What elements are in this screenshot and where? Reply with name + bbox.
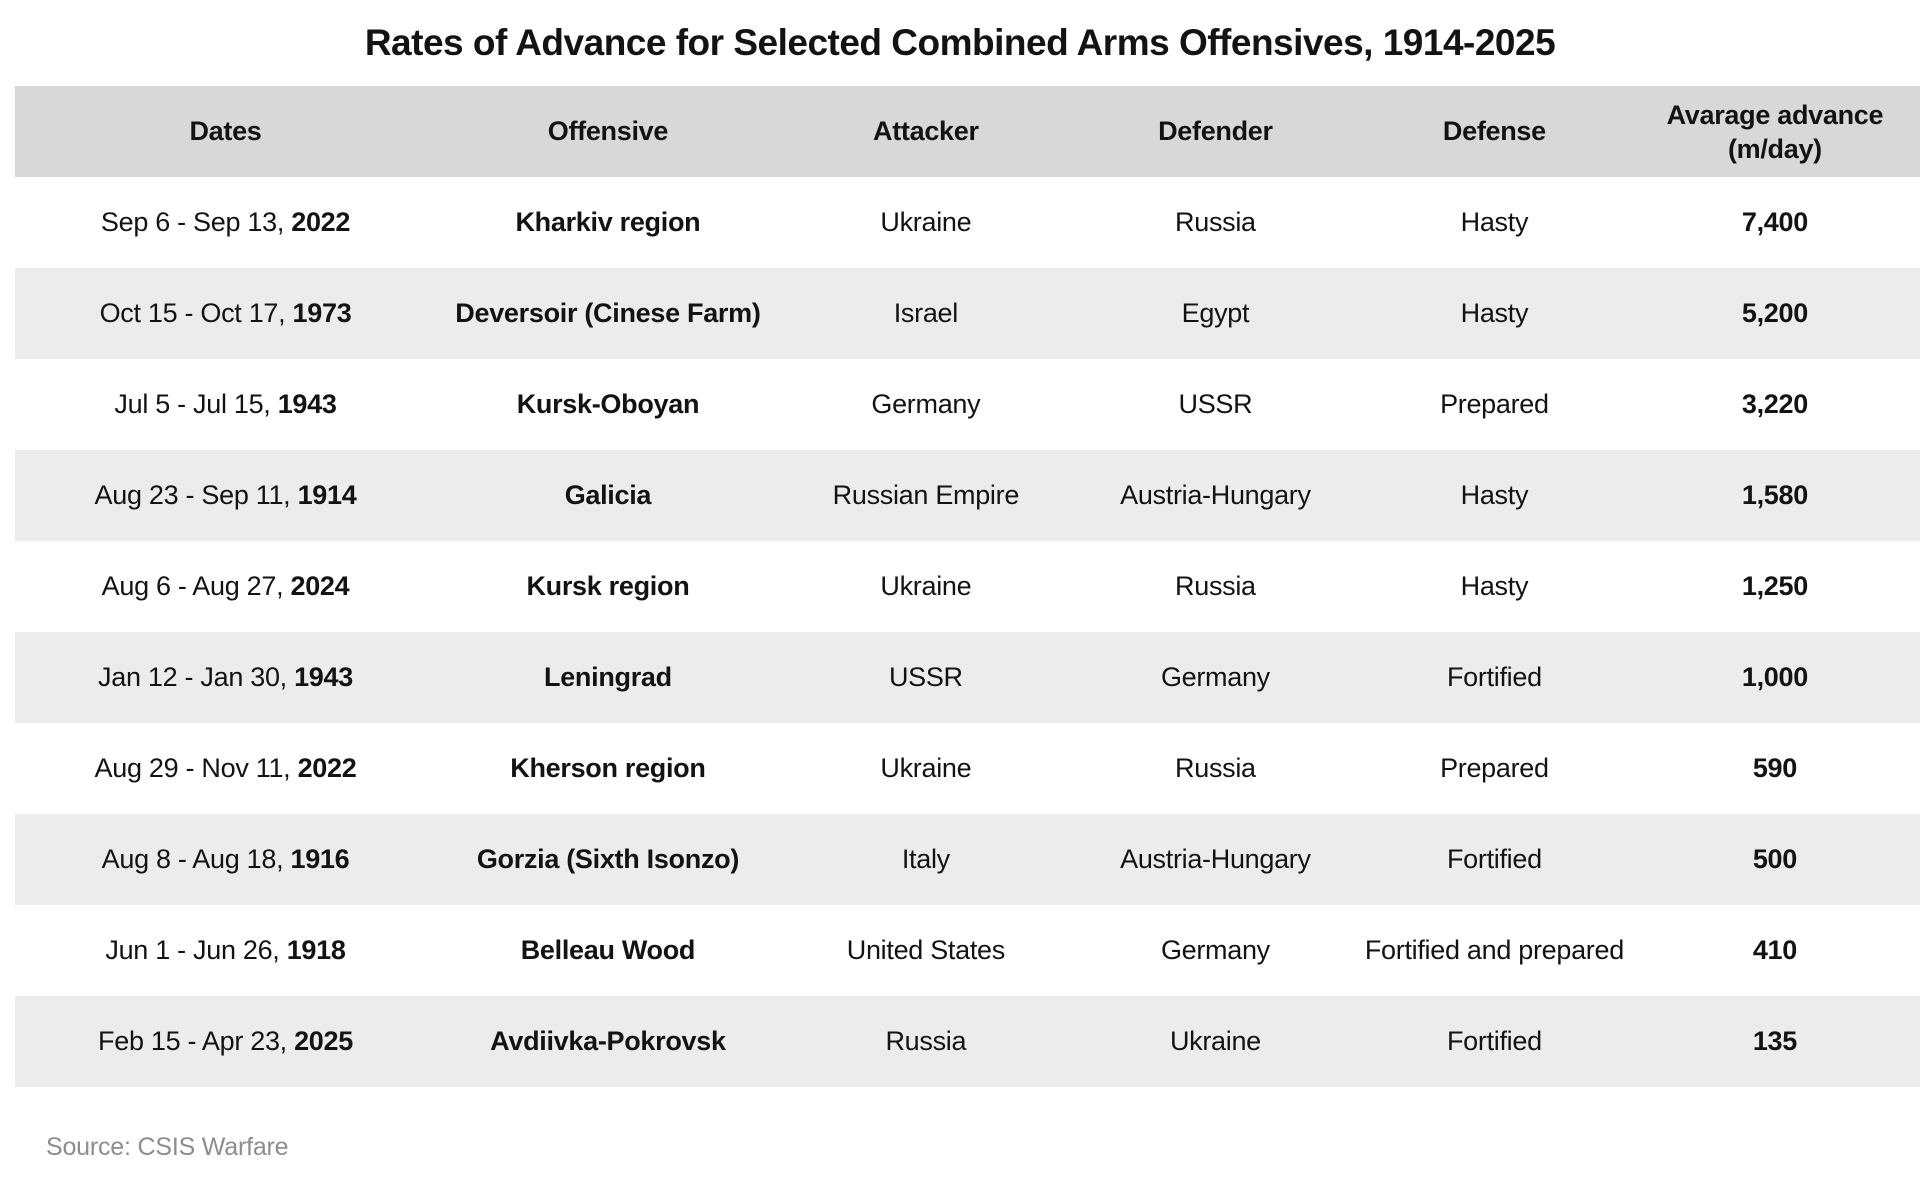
cell-defender: Germany	[1160, 662, 1270, 692]
cell-defense: Fortified	[1446, 844, 1542, 874]
cell-advance: 7,400	[1741, 207, 1808, 237]
table-row: Aug 6 - Aug 27, 2024 Kursk region Ukrain…	[15, 541, 1920, 632]
cell-advance: 1,000	[1741, 662, 1808, 692]
table-body: Sep 6 - Sep 13, 2022 Kharkiv region Ukra…	[15, 177, 1920, 1087]
column-header-advance: Avarage advance (m/day)	[1630, 86, 1920, 177]
table-row: Jul 5 - Jul 15, 1943 Kursk-Oboyan German…	[15, 359, 1920, 450]
cell-attacker: USSR	[888, 662, 963, 692]
cell-attacker: Israel	[893, 298, 959, 328]
cell-dates: Aug 8 - Aug 18, 1916	[15, 814, 436, 905]
cell-advance: 410	[1752, 935, 1797, 965]
date-range-text: Jan 12 - Jan 30, 1943	[98, 662, 353, 692]
cell-dates: Oct 15 - Oct 17, 1973	[15, 268, 436, 359]
cell-offensive: Galicia	[564, 480, 652, 510]
date-range-text: Jun 1 - Jun 26, 1918	[105, 935, 346, 965]
cell-attacker: Germany	[871, 389, 981, 419]
cell-dates: Sep 6 - Sep 13, 2022	[15, 177, 436, 268]
table-row: Sep 6 - Sep 13, 2022 Kharkiv region Ukra…	[15, 177, 1920, 268]
cell-advance: 5,200	[1741, 298, 1808, 328]
cell-offensive: Belleau Wood	[520, 935, 696, 965]
table-header-row: Dates Offensive Attacker Defender Defens…	[15, 86, 1920, 177]
cell-attacker: Ukraine	[880, 753, 972, 783]
column-header-attacker: Attacker	[873, 116, 979, 146]
table-row: Jan 12 - Jan 30, 1943 Leningrad USSR Ger…	[15, 632, 1920, 723]
cell-offensive: Kherson region	[510, 753, 706, 783]
cell-attacker: Ukraine	[880, 571, 972, 601]
table-row: Aug 29 - Nov 11, 2022 Kherson region Ukr…	[15, 723, 1920, 814]
cell-attacker: Russia	[885, 1026, 967, 1056]
cell-defense: Hasty	[1460, 571, 1529, 601]
cell-defense: Hasty	[1460, 207, 1529, 237]
cell-defense: Fortified	[1446, 1026, 1542, 1056]
cell-dates: Aug 6 - Aug 27, 2024	[15, 541, 436, 632]
cell-defense: Fortified and prepared	[1364, 935, 1624, 965]
cell-defense: Hasty	[1460, 298, 1529, 328]
cell-defender: USSR	[1178, 389, 1253, 419]
cell-defender: Russia	[1175, 753, 1256, 783]
cell-dates: Jan 12 - Jan 30, 1943	[15, 632, 436, 723]
cell-defense: Fortified	[1446, 662, 1542, 692]
cell-offensive: Avdiivka-Pokrovsk	[490, 1026, 726, 1056]
cell-offensive: Kursk-Oboyan	[516, 389, 700, 419]
cell-defender: Ukraine	[1169, 1026, 1261, 1056]
date-range-text: Oct 15 - Oct 17, 1973	[99, 298, 352, 328]
column-header-advance-label: Avarage advance (m/day)	[1666, 99, 1884, 164]
cell-advance: 3,220	[1741, 389, 1808, 419]
table-row: Aug 8 - Aug 18, 1916 Gorzia (Sixth Isonz…	[15, 814, 1920, 905]
date-range-text: Aug 6 - Aug 27, 2024	[101, 571, 350, 601]
cell-defender: Austria-Hungary	[1120, 844, 1311, 874]
cell-defender: Russia	[1175, 571, 1256, 601]
cell-attacker: Ukraine	[880, 207, 972, 237]
cell-offensive: Kharkiv region	[515, 207, 701, 237]
cell-dates: Feb 15 - Apr 23, 2025	[15, 996, 436, 1087]
column-header-defense: Defense	[1442, 116, 1546, 146]
date-range-text: Aug 23 - Sep 11, 1914	[94, 480, 357, 510]
cell-advance: 1,250	[1741, 571, 1808, 601]
cell-dates: Aug 23 - Sep 11, 1914	[15, 450, 436, 541]
cell-offensive: Kursk region	[526, 571, 690, 601]
date-range-text: Sep 6 - Sep 13, 2022	[100, 207, 351, 237]
date-range-text: Jul 5 - Jul 15, 1943	[114, 389, 337, 419]
cell-attacker: Italy	[901, 844, 950, 874]
cell-defender: Egypt	[1181, 298, 1250, 328]
cell-advance: 590	[1752, 753, 1797, 783]
cell-defense: Prepared	[1440, 389, 1549, 419]
cell-attacker: United States	[846, 935, 1006, 965]
cell-offensive: Leningrad	[544, 662, 672, 692]
page-title: Rates of Advance for Selected Combined A…	[364, 22, 1556, 63]
table-row: Jun 1 - Jun 26, 1918 Belleau Wood United…	[15, 905, 1920, 996]
cell-defense: Hasty	[1460, 480, 1529, 510]
date-range-text: Aug 8 - Aug 18, 1916	[101, 844, 350, 874]
cell-offensive: Deversoir (Cinese Farm)	[455, 298, 761, 328]
table-row: Feb 15 - Apr 23, 2025 Avdiivka-Pokrovsk …	[15, 996, 1920, 1087]
table-row: Aug 23 - Sep 11, 1914 Galicia Russian Em…	[15, 450, 1920, 541]
cell-attacker: Russian Empire	[832, 480, 1020, 510]
column-header-defender: Defender	[1158, 116, 1273, 146]
cell-dates: Aug 29 - Nov 11, 2022	[15, 723, 436, 814]
cell-advance: 500	[1752, 844, 1797, 874]
cell-defender: Russia	[1175, 207, 1256, 237]
cell-defender: Germany	[1160, 935, 1270, 965]
cell-defender: Austria-Hungary	[1120, 480, 1311, 510]
cell-advance: 135	[1752, 1026, 1797, 1056]
column-header-dates: Dates	[189, 116, 262, 146]
column-header-offensive: Offensive	[547, 116, 669, 146]
source-note: Source: CSIS Warfare	[46, 1133, 289, 1161]
cell-defense: Prepared	[1440, 753, 1549, 783]
offensives-table: Dates Offensive Attacker Defender Defens…	[15, 86, 1920, 1087]
cell-dates: Jun 1 - Jun 26, 1918	[15, 905, 436, 996]
cell-advance: 1,580	[1741, 480, 1808, 510]
table-row: Oct 15 - Oct 17, 1973 Deversoir (Cinese …	[15, 268, 1920, 359]
cell-dates: Jul 5 - Jul 15, 1943	[15, 359, 436, 450]
cell-offensive: Gorzia (Sixth Isonzo)	[476, 844, 740, 874]
date-range-text: Aug 29 - Nov 11, 2022	[94, 753, 357, 783]
date-range-text: Feb 15 - Apr 23, 2025	[98, 1026, 353, 1056]
